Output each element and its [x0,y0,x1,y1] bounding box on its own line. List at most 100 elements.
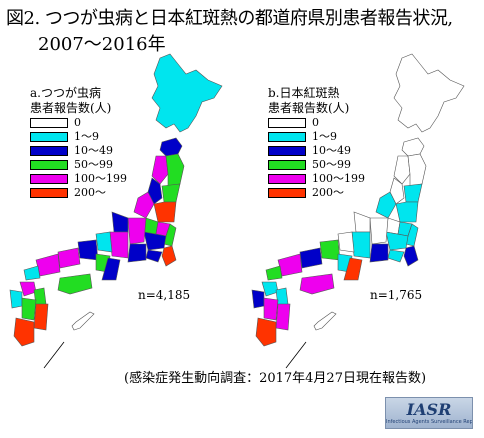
iasr-logo-subtitle: Infectious Agents Surveillance Report [386,419,472,425]
legend-row: 1～9 [268,130,365,144]
region-gifu-aichi [351,231,371,259]
legend-swatch [30,146,68,156]
legend-row: 0 [30,116,127,130]
legend-label: 200～ [312,186,344,199]
region-shikoku [299,273,335,295]
map-japanese-spotted-fever [251,53,465,369]
region-saga-nagasaki [251,289,265,309]
legend-title-b-line2: 患者報告数(人) [268,101,350,115]
legend-label: 0 [312,116,319,129]
legend-label: 50～99 [74,158,113,171]
legend-swatch [30,132,68,142]
region-chiba [403,245,419,267]
region-okinawa [313,311,337,331]
legend-swatch [268,174,306,184]
region-akita [151,155,169,185]
legend-label: 1～9 [74,130,99,143]
region-shikoku [57,273,93,295]
legend-swatch [30,188,68,198]
region-ibaraki [405,223,419,247]
legend-tsutsugamushi: a.つつが虫病 患者報告数(人) 0 1～9 10～49 50～99 100～1… [30,86,127,200]
region-akita [393,155,411,185]
legend-swatch [30,174,68,184]
region-mie-wakayama [101,257,121,281]
legend-label: 100～199 [74,172,127,185]
legend-swatch [30,160,68,170]
region-nagano [127,217,147,245]
region-chiba [161,245,177,267]
region-fukui-shiga [337,231,355,253]
legend-row: 0 [268,116,365,130]
region-okinawa [71,311,95,331]
iasr-logo: IASR Infectious Agents Surveillance Repo… [385,397,473,429]
region-kyoto-hyogo [77,239,99,261]
legend-row: 100～199 [268,172,365,186]
region-fukushima [395,201,419,223]
legend-row: 1～9 [30,130,127,144]
legend-title-a-line2: 患者報告数(人) [30,101,112,115]
region-mie-wakayama [343,257,363,281]
legend-swatch [268,118,306,128]
region-aomori [159,137,183,157]
legend-row: 10～49 [30,144,127,158]
map-tsutsugamushi [9,53,223,369]
region-yamanashi-shizuoka [369,243,389,263]
region-toyama-ishikawa [353,211,371,233]
legend-row: 10～49 [268,144,365,158]
legend-row: 100～199 [30,172,127,186]
region-yamagata [389,177,405,205]
region-yamaguchi [265,265,283,281]
region-kumamoto [263,297,279,321]
data-source-note: (感染症発生動向調査：2017年4月27日現在報告数) [124,371,427,386]
region-hokkaido [393,53,465,133]
region-shimane-hiroshima [35,253,61,277]
region-kagoshima [13,317,35,347]
region-yamanashi-shizuoka [127,243,147,263]
region-miyagi [161,183,181,203]
legend-row: 200～ [268,186,365,200]
region-gifu-aichi [109,231,129,259]
region-yamaguchi [23,265,41,281]
region-saga-nagasaki [9,289,23,309]
legend-label: 50～99 [312,158,351,171]
region-fukuoka [19,281,37,297]
legend-swatch [268,132,306,142]
region-kumamoto [21,297,37,321]
legend-title-a-line1: a.つつが虫病 [30,86,101,100]
region-fukuoka [261,281,279,297]
legend-swatch [268,160,306,170]
legend-japanese-spotted-fever: b.日本紅斑熱 患者報告数(人) 0 1～9 10～49 50～99 100～1… [268,86,365,200]
legend-label: 1～9 [312,130,337,143]
region-niigata [133,191,155,219]
region-miyagi [403,183,423,203]
iasr-logo-text: IASR [406,400,452,419]
region-toyama-ishikawa [111,211,129,233]
legend-label: 0 [74,116,81,129]
region-fukushima [153,201,177,223]
legend-label: 200～ [74,186,106,199]
figure-title-line2: 2007～2016年 [38,34,166,55]
region-nagano [369,217,389,245]
region-tottori-okayama [57,247,81,269]
legend-label: 100～199 [312,172,365,185]
total-count-tsutsugamushi: n=4,185 [138,288,191,302]
region-yamagata [147,177,163,205]
legend-row: 50～99 [268,158,365,172]
region-niigata [375,191,397,219]
region-miyazaki [33,303,49,331]
legend-label: 10～49 [312,144,351,157]
region-shimane-hiroshima [277,253,303,277]
legend-row: 200～ [30,186,127,200]
region-miyazaki [275,303,291,331]
region-iwate [165,153,185,187]
region-hokkaido [151,53,223,133]
figure-title-line1: 図2. つつが虫病と日本紅斑熱の都道府県別患者報告状況, [6,8,453,29]
legend-swatch [268,188,306,198]
region-kanagawa [145,249,163,263]
region-ibaraki [163,223,177,247]
legend-label: 10～49 [74,144,113,157]
region-tottori-okayama [299,247,323,269]
legend-swatch [268,146,306,156]
legend-title-b-line1: b.日本紅斑熱 [268,86,340,100]
total-count-japanese-spotted-fever: n=1,765 [370,288,423,302]
